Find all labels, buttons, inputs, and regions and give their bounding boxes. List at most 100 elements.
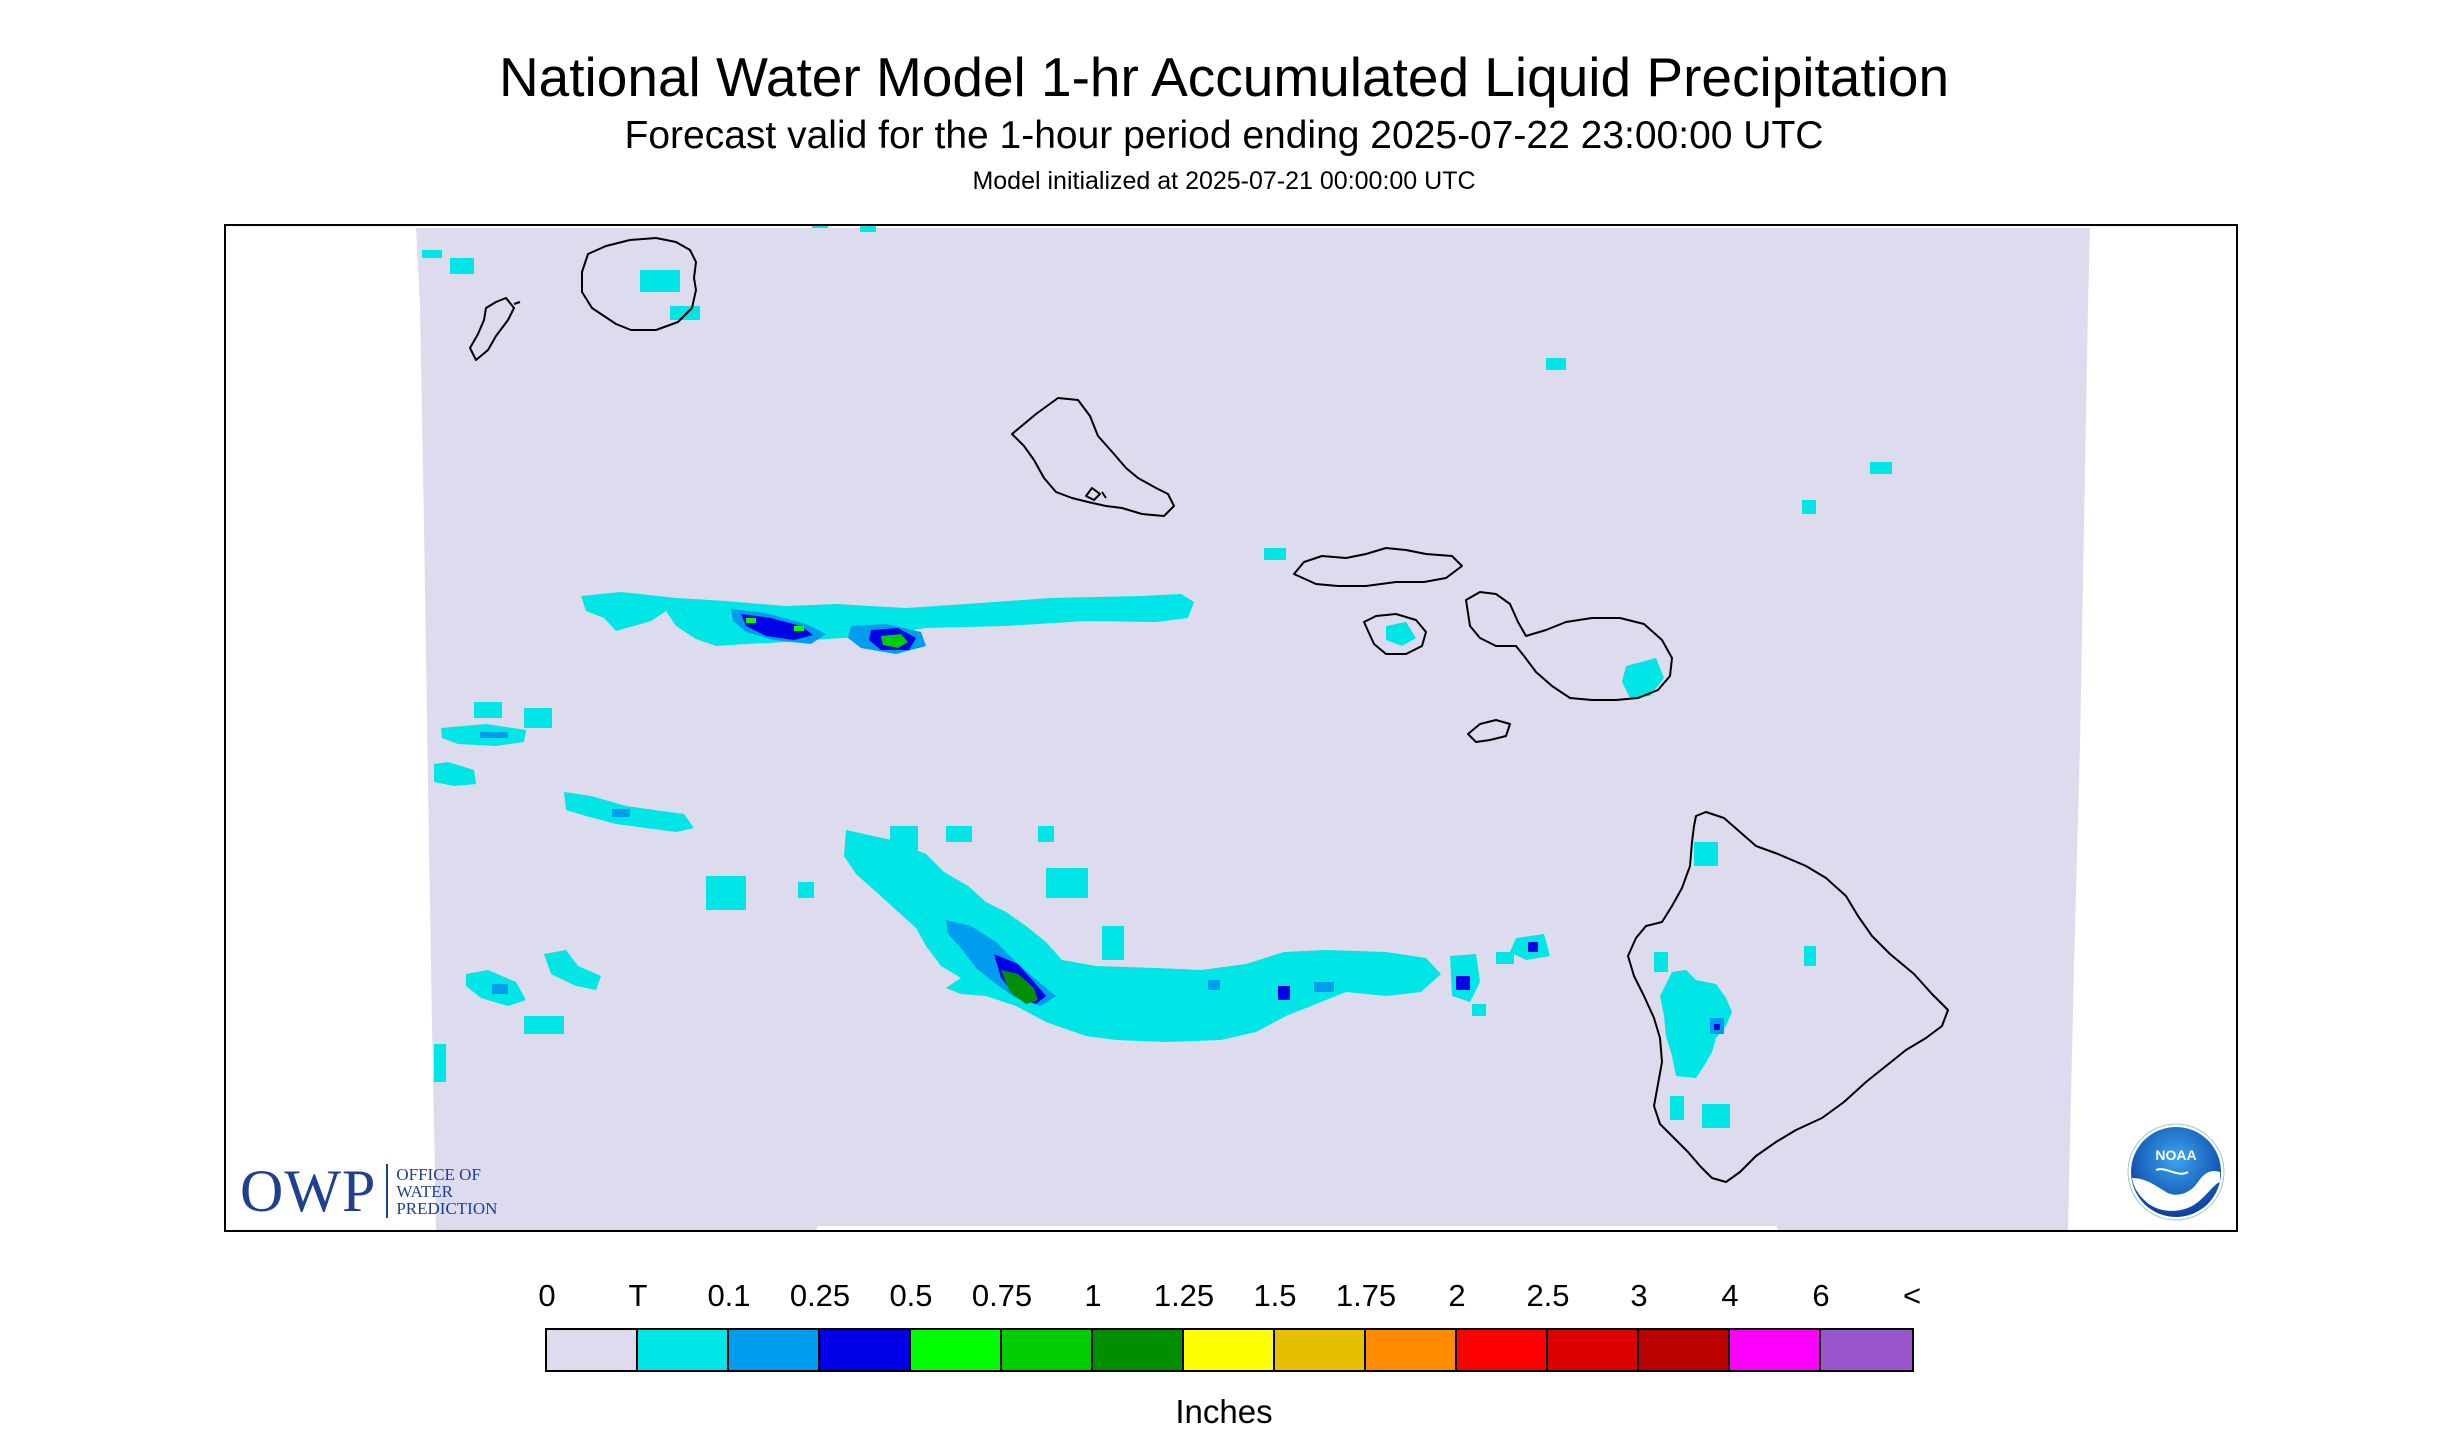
legend-label: T [628,1278,648,1313]
model-domain [416,228,2090,1230]
precip-cell [1314,982,1334,992]
island-molokai-outline [1293,547,1463,587]
chart-title: National Water Model 1-hr Accumulated Li… [498,46,1950,108]
legend-swatch [820,1330,911,1370]
precip-cell [1278,986,1290,1000]
precip-cell [812,226,828,228]
owp-line-2: WATER [396,1181,454,1201]
precip-cell [1654,952,1668,972]
precip-cell [524,708,552,728]
noaa-logo: NOAA [2127,1123,2225,1221]
precip-cell [1802,500,1816,514]
precip-cell [1804,946,1816,966]
legend-swatch [1457,1330,1548,1370]
legend-label: 2 [1448,1278,1466,1313]
precip-band-south [844,830,1441,1042]
precip-cell [612,809,630,817]
precip-cell [1264,548,1286,560]
legend-label: 0.25 [789,1278,851,1313]
precip-cell [706,876,746,910]
noaa-logo-text: NOAA [2155,1147,2196,1163]
legend-label: 0.75 [971,1278,1033,1313]
island-kauai-outline [581,237,697,331]
owp-logo: OWP OFFICE OF WATER PREDICTION [240,1161,497,1221]
precip-cell [1496,952,1514,964]
legend-label: 0 [538,1278,556,1313]
precip-cell [640,270,680,292]
precipitation-map: OWP OFFICE OF WATER PREDICTION NOAA [224,224,2238,1232]
precip-cell [798,882,814,898]
precip-cell [1102,926,1124,960]
precip-cell [946,826,972,842]
precip-band-big-island-kona [1660,970,1732,1078]
legend-label: 0.5 [889,1278,933,1313]
legend-label: 3 [1630,1278,1648,1313]
owp-line-1: OFFICE OF [396,1164,481,1184]
forecast-valid-subtitle: Forecast valid for the 1-hour period end… [624,114,1824,157]
legend-swatch [1639,1330,1730,1370]
precipitation-field [422,226,1892,1128]
legend-label: 4 [1721,1278,1739,1313]
precip-max-south [1001,970,1038,1004]
precip-cell [1456,976,1470,990]
precip-cell-lanai [1386,622,1416,646]
legend-label: 1.5 [1253,1278,1297,1313]
precip-cell-west-2 [434,762,476,786]
owp-line-3: PREDICTION [396,1198,498,1218]
map-canvas [416,226,2090,1230]
precip-max-kauai [881,634,908,648]
precip-cell [1528,942,1538,952]
precip-cell [434,1044,446,1082]
precip-cell-east-maui [1622,658,1664,698]
legend-label: 0.1 [707,1278,751,1313]
precip-cell [670,306,700,320]
precip-cell [1546,358,1566,370]
precip-cell [1702,1104,1730,1128]
legend-swatch [1275,1330,1366,1370]
precip-cell [1870,462,1892,474]
precip-cell [890,826,918,866]
precip-cell [492,984,508,994]
legend-swatch [1184,1330,1275,1370]
legend-swatch [1366,1330,1457,1370]
precip-cell [1472,1004,1486,1016]
legend-label: 2.5 [1526,1278,1570,1313]
precip-cell [1670,1096,1684,1120]
precip-cell [474,702,502,718]
precip-band-kauai-channel [581,592,1194,646]
island-lanai-outline [1363,613,1427,655]
legend-swatch [911,1330,1002,1370]
legend-swatch [1821,1330,1912,1370]
model-init-subtitle: Model initialized at 2025-07-21 00:00:00… [972,167,1476,195]
coastlines [469,237,1949,1183]
legend-label: 1.75 [1335,1278,1397,1313]
color-legend [545,1328,1914,1372]
oahu-pearl-harbor [1085,487,1107,501]
legend-labels: 0 T 0.1 0.25 0.5 0.75 1 1.25 1.5 1.75 2 2.5 3 4 6 < [0,1276,2448,1316]
precip-cell [1208,980,1220,990]
owp-logo-subtitle: OFFICE OF WATER PREDICTION [396,1166,497,1217]
legend-swatch [1093,1330,1184,1370]
legend-label: < [1902,1278,1922,1313]
island-niihau-outline [469,297,515,361]
legend-swatch [729,1330,820,1370]
legend-label: 1.25 [1153,1278,1215,1313]
precip-cell [1714,1024,1720,1030]
precip-cell [794,626,804,631]
precip-cell [422,250,442,258]
precip-cell [1046,868,1088,898]
island-kahoolawe-outline [1467,719,1511,743]
legend-units: Inches [1175,1393,1273,1430]
legend-swatch [1730,1330,1821,1370]
precip-cell [1038,826,1054,842]
island-maui-outline [1465,591,1673,701]
precip-cell [450,258,474,274]
legend-label: 6 [1812,1278,1830,1313]
legend-swatch [547,1330,638,1370]
island-oahu-outline [1011,397,1175,517]
legend-swatch [638,1330,729,1370]
precip-core-kauai-3 [741,614,813,640]
precip-cell [746,618,756,623]
island-lehua-outline [513,301,521,305]
owp-logo-divider [386,1164,389,1218]
